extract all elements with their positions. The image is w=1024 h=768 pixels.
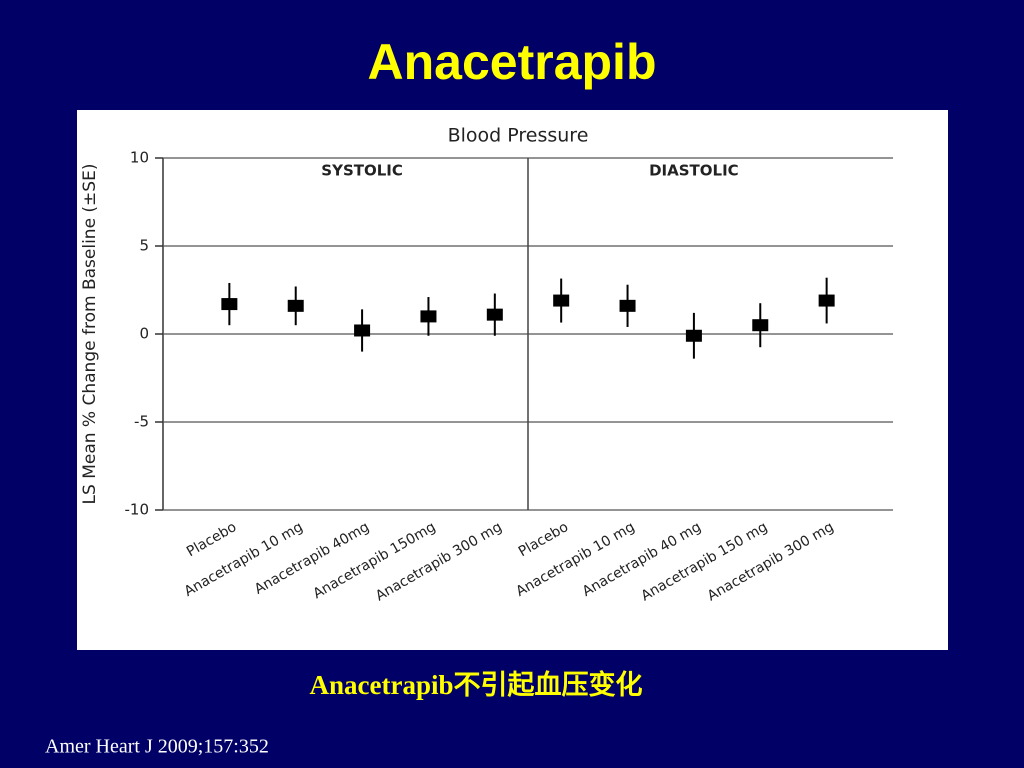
y-tick-label: 0: [139, 325, 149, 343]
marker: [420, 310, 437, 323]
marker: [287, 299, 304, 312]
marker: [619, 299, 636, 312]
marker: [221, 298, 238, 311]
marker: [752, 319, 769, 332]
slide-caption: Anacetrapib不引起血压变化: [310, 669, 643, 700]
marker: [553, 294, 570, 307]
chart-panel: [77, 110, 948, 650]
slide-title: Anacetrapib: [368, 34, 657, 90]
marker: [486, 308, 503, 321]
panel-label: DIASTOLIC: [649, 162, 739, 180]
panel-label: SYSTOLIC: [321, 162, 403, 180]
citation: Amer Heart J 2009;157:352: [45, 736, 269, 758]
y-axis-label: LS Mean % Change from Baseline (±SE): [80, 164, 100, 505]
y-tick-label: 10: [130, 149, 149, 167]
y-tick-label: -5: [134, 413, 149, 431]
y-tick-label: 5: [139, 237, 149, 255]
marker: [354, 324, 371, 337]
y-tick-label: -10: [125, 501, 150, 519]
marker: [685, 329, 702, 342]
chart-title: Blood Pressure: [448, 125, 589, 147]
marker: [818, 294, 835, 307]
